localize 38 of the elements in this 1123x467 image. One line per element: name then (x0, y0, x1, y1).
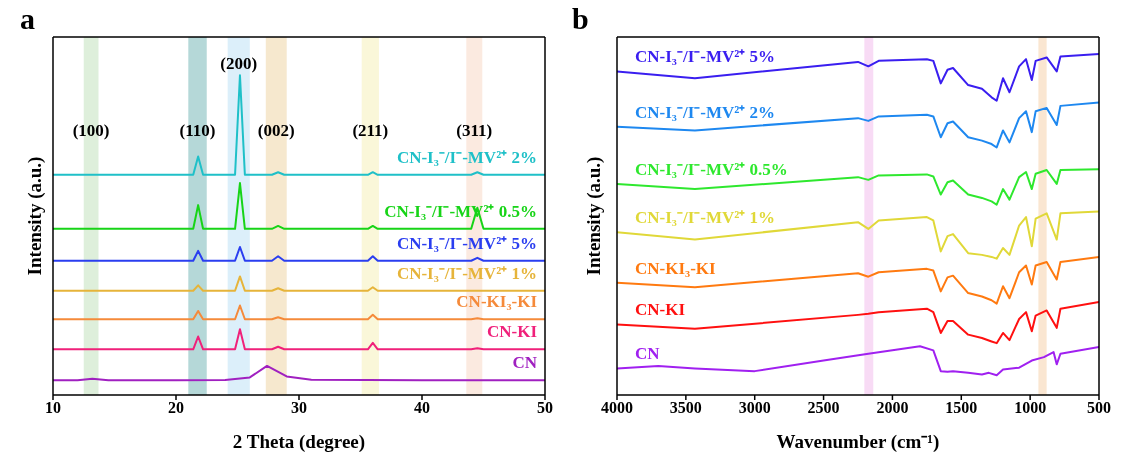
series-label: CN-I₃⁻/I⁻-MV²⁺ 2% (635, 102, 776, 122)
band-label: (311) (456, 121, 493, 141)
band-label: (211) (352, 121, 389, 141)
band-label: (100) (72, 121, 110, 141)
series-label: CN-KI₃-KI (635, 258, 717, 278)
x-tick-label: 1000 (1014, 399, 1047, 417)
x-tick-label: 20 (168, 399, 184, 417)
x-axis-title: 2 Theta (degree) (232, 431, 366, 453)
x-tick-label: 30 (291, 399, 307, 417)
x-tick-label: 3500 (669, 399, 702, 417)
series-label: CN-KI₃-KI (456, 292, 538, 312)
chart-title: a (20, 2, 35, 36)
x-tick-label: 3000 (738, 399, 771, 417)
series-label: CN-I₃⁻/I⁻-MV²⁺ 1% (635, 208, 776, 228)
series-label: CN (635, 344, 661, 364)
chart-title: b (572, 2, 589, 36)
x-tick-label: 4000 (601, 399, 633, 417)
y-axis-title: Intensity (a.u.) (23, 156, 46, 276)
series-label: CN (512, 353, 538, 373)
x-tick-label: 10 (45, 399, 61, 417)
x-tick-label: 2500 (807, 399, 840, 417)
series-label: CN-I₃⁻/I⁻-MV²⁺ 5% (396, 233, 537, 253)
y-axis-title: Intensity (a.u.) (582, 156, 605, 276)
band-label: (110) (179, 121, 216, 141)
series-label: CN-I₃⁻/I⁻-MV²⁺ 1% (396, 263, 537, 283)
x-tick-label: 500 (1087, 399, 1111, 417)
x-tick-label: 50 (537, 399, 553, 417)
series-label: CN-I₃⁻/I⁻-MV²⁺ 0.5% (635, 159, 788, 179)
x-tick-label: 2000 (876, 399, 909, 417)
series-label: CN-KI (486, 322, 538, 342)
band-label: (002) (257, 121, 295, 141)
x-tick-label: 1500 (945, 399, 978, 417)
series-label: CN-I₃⁻/I⁻-MV²⁺ 5% (635, 47, 776, 67)
x-axis-title: Wavenumber (cm⁻¹) (776, 431, 940, 453)
series-label: CN-I₃⁻/I⁻-MV²⁺ 2% (396, 147, 537, 167)
series-label: CN-KI (635, 300, 686, 320)
band-label: (200) (220, 54, 258, 74)
x-tick-label: 40 (414, 399, 430, 417)
